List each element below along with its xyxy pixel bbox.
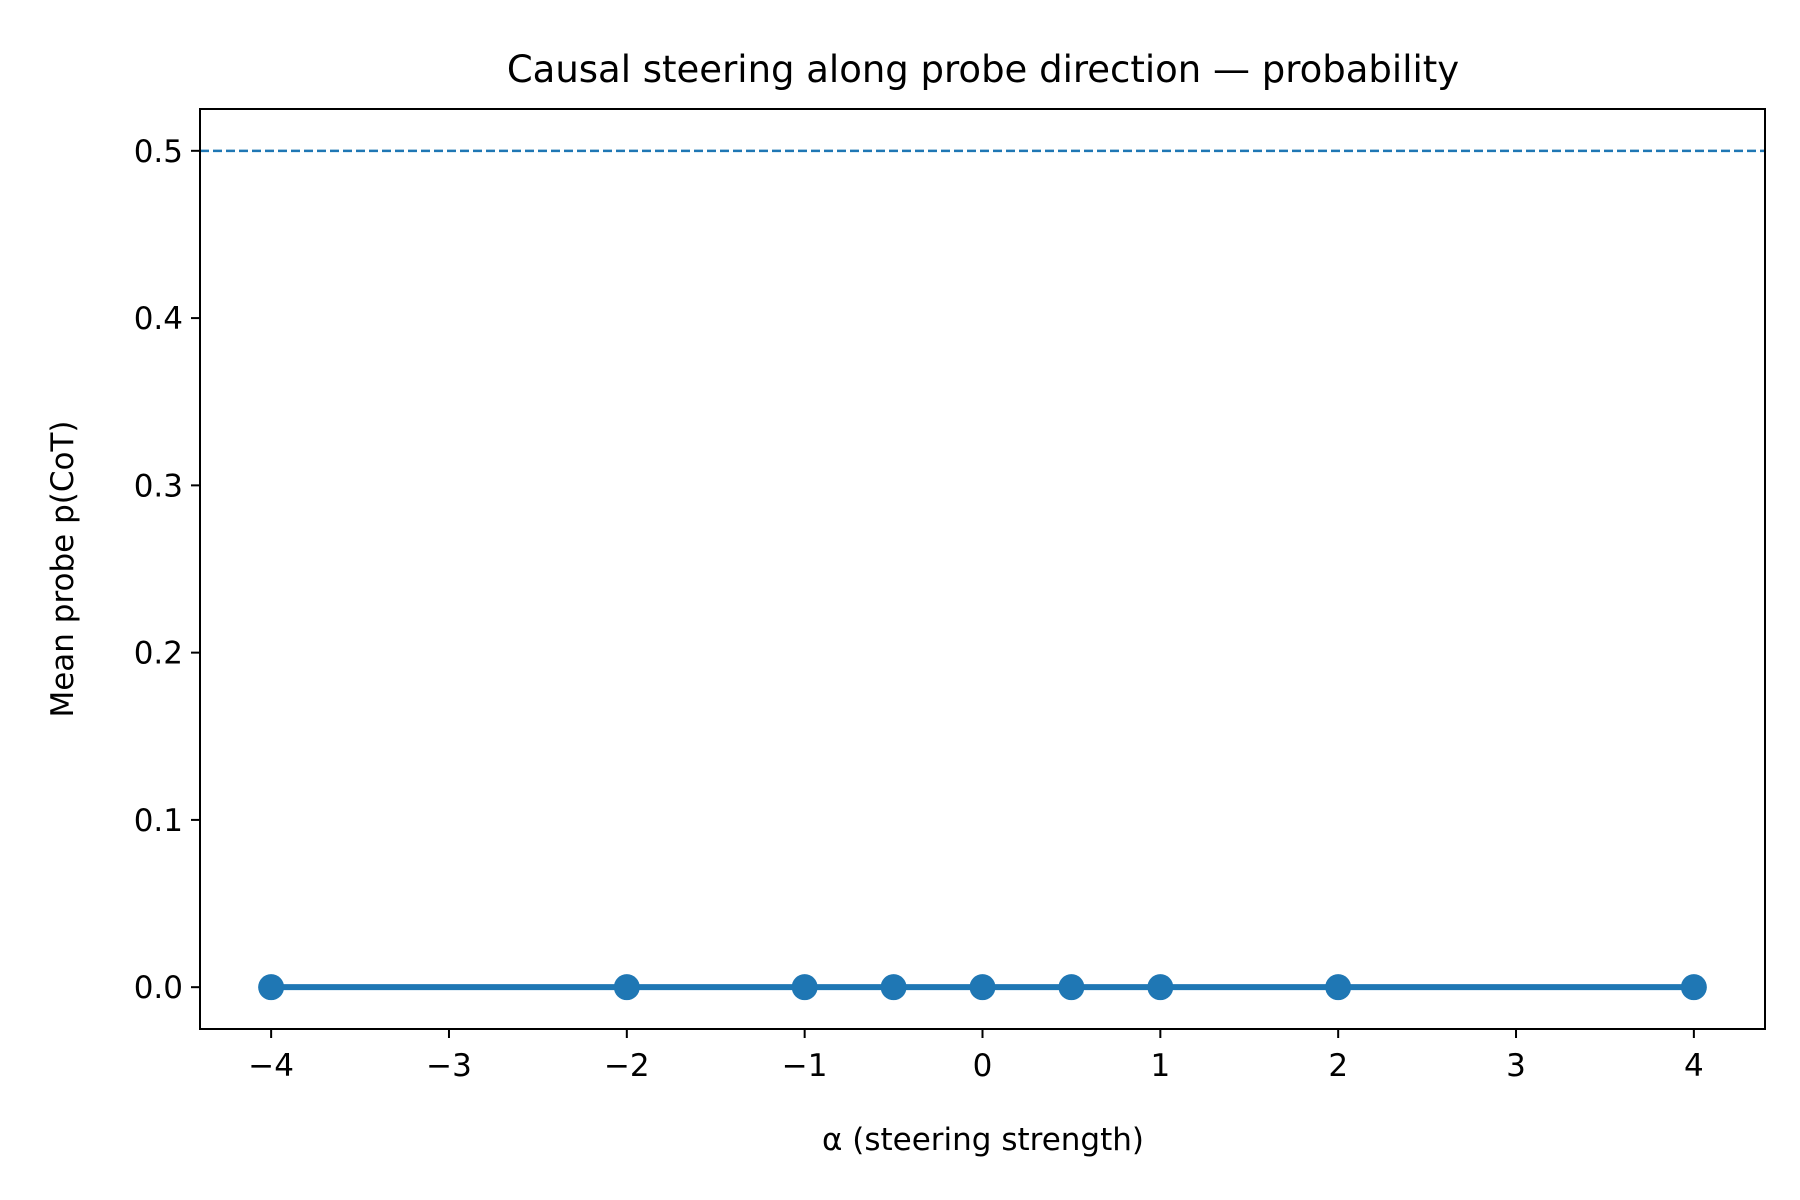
data-point	[258, 974, 285, 1001]
data-point	[1680, 974, 1707, 1001]
x-tick-label: 4	[1684, 1048, 1704, 1084]
x-tick-label: −4	[248, 1048, 294, 1084]
y-tick-label: 0.2	[134, 636, 183, 672]
data-point	[1147, 974, 1174, 1001]
data-point	[1325, 974, 1352, 1001]
x-tick-label: 1	[1150, 1048, 1170, 1084]
x-tick-label: −1	[782, 1048, 828, 1084]
y-tick-label: 0.0	[134, 970, 183, 1006]
x-tick-label: −3	[426, 1048, 472, 1084]
data-point	[791, 974, 818, 1001]
y-tick-label: 0.5	[134, 134, 183, 170]
x-tick-label: 2	[1328, 1048, 1348, 1084]
y-axis: 0.0 0.1 0.2 0.3 0.4 0.5	[134, 134, 200, 1006]
data-point	[613, 974, 640, 1001]
y-tick-label: 0.4	[134, 301, 183, 337]
series-layer	[258, 974, 1707, 1001]
x-tick-label: −2	[604, 1048, 650, 1084]
data-point	[1058, 974, 1085, 1001]
x-tick-label: 3	[1506, 1048, 1526, 1084]
chart-title: Causal steering along probe direction — …	[507, 48, 1459, 91]
y-tick-label: 0.1	[134, 803, 183, 839]
data-point	[969, 974, 996, 1001]
x-tick-label: 0	[973, 1048, 993, 1084]
x-axis-title: α (steering strength)	[822, 1122, 1144, 1158]
x-axis: −4 −3 −2 −1 0 1 2 3 4	[248, 1029, 1704, 1084]
y-axis-title: Mean probe p(CoT)	[45, 420, 81, 717]
data-point	[880, 974, 907, 1001]
y-tick-label: 0.3	[134, 468, 183, 504]
